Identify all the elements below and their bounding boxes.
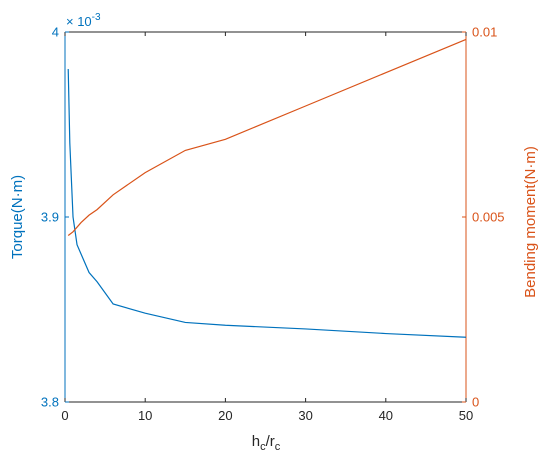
x-tick-label: 40 — [379, 408, 393, 423]
series-lines — [67, 38, 467, 338]
x-label-sub2: c — [275, 441, 281, 453]
bending-moment-series-line — [67, 38, 467, 236]
x-label: hc/rc — [252, 433, 281, 453]
y-right-tick-label: 0.005 — [472, 210, 505, 225]
y-left-multiplier-base: × 10 — [66, 14, 92, 29]
y-right-tick-label: 0.01 — [472, 25, 497, 40]
plot-area — [65, 32, 466, 402]
y-left-tick-label: 3.8 — [41, 395, 59, 410]
x-tick-label: 50 — [459, 408, 473, 423]
y-right-label: Bending moment(N·m) — [522, 146, 539, 298]
x-label-sep: /r — [266, 433, 275, 450]
y-left-tick-label: 3.9 — [41, 210, 59, 225]
x-tick-label: 10 — [138, 408, 152, 423]
y-left-multiplier: × 10-3 — [66, 12, 101, 29]
torque-series-line — [67, 68, 467, 338]
x-tick-label: 20 — [218, 408, 232, 423]
y-left-multiplier-exp: -3 — [92, 12, 101, 23]
y-left-tick-label: 4 — [52, 25, 59, 40]
x-label-sub1: c — [260, 441, 266, 453]
axes — [64, 31, 467, 403]
x-tick-label: 30 — [298, 408, 312, 423]
y-left-label: Torque(N·m) — [9, 175, 26, 259]
x-tick-label: 0 — [61, 408, 68, 423]
x-label-main: h — [252, 433, 260, 450]
y-right-tick-label: 0 — [472, 395, 479, 410]
